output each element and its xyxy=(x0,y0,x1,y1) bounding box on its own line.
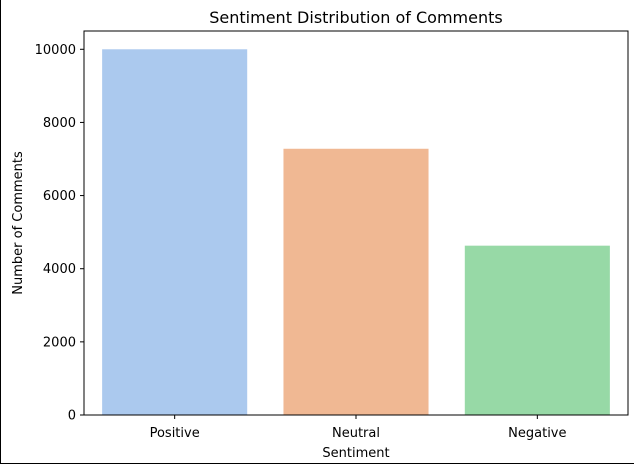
bar-positive xyxy=(102,49,248,416)
y-tick-label: 6000 xyxy=(43,189,76,204)
x-tick-label: Neutral xyxy=(332,426,380,441)
y-axis-label: Number of Comments xyxy=(11,151,26,295)
y-tick-label: 2000 xyxy=(43,335,76,350)
y-tick-label: 10000 xyxy=(35,43,76,58)
x-axis-label: Sentiment xyxy=(322,446,389,461)
bar-neutral xyxy=(283,148,429,415)
y-tick-label: 0 xyxy=(68,409,76,424)
y-tick-label: 4000 xyxy=(43,262,76,277)
bar-negative xyxy=(464,245,610,415)
plot-frame xyxy=(83,30,629,416)
x-axis: Positive Neutral Negative xyxy=(150,415,567,441)
y-axis: 0 2000 4000 6000 8000 10000 xyxy=(35,43,84,424)
bars-group xyxy=(102,49,610,416)
x-tick-label: Positive xyxy=(150,426,200,441)
y-tick-label: 8000 xyxy=(43,116,76,131)
chart-title: Sentiment Distribution of Comments xyxy=(209,8,502,27)
x-tick-label: Negative xyxy=(508,426,566,441)
